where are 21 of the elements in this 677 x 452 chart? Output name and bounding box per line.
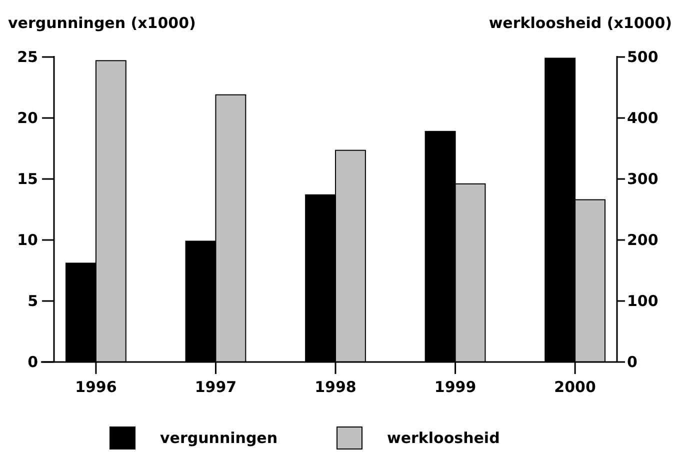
x-tick-label: 1997 <box>194 378 237 396</box>
y-tick-label: 0 <box>28 353 38 371</box>
y2-tick-label: 500 <box>627 48 658 66</box>
x-tick-label: 1999 <box>434 378 476 396</box>
y2-tick-label: 200 <box>627 231 658 249</box>
y2-tick-label: 0 <box>627 353 638 371</box>
y-tick-label: 15 <box>17 170 38 188</box>
y2-tick-label: 300 <box>627 170 658 188</box>
legend-label: werkloosheid <box>387 429 500 447</box>
y2-axis-title: werkloosheid (x1000) <box>488 14 672 32</box>
x-tick-label: 1996 <box>75 378 117 396</box>
y-axis-title: vergunningen (x1000) <box>8 14 196 32</box>
legend-label: vergunningen <box>160 429 278 447</box>
y-tick-label: 20 <box>17 109 38 127</box>
y-tick-label: 25 <box>17 48 38 66</box>
y-tick-label: 10 <box>17 231 38 249</box>
x-tick-label: 1998 <box>314 378 356 396</box>
y2-tick-label: 400 <box>627 109 658 127</box>
x-tick-label: 2000 <box>554 378 596 396</box>
y2-tick-label: 100 <box>627 292 658 310</box>
y-tick-label: 5 <box>28 292 38 310</box>
